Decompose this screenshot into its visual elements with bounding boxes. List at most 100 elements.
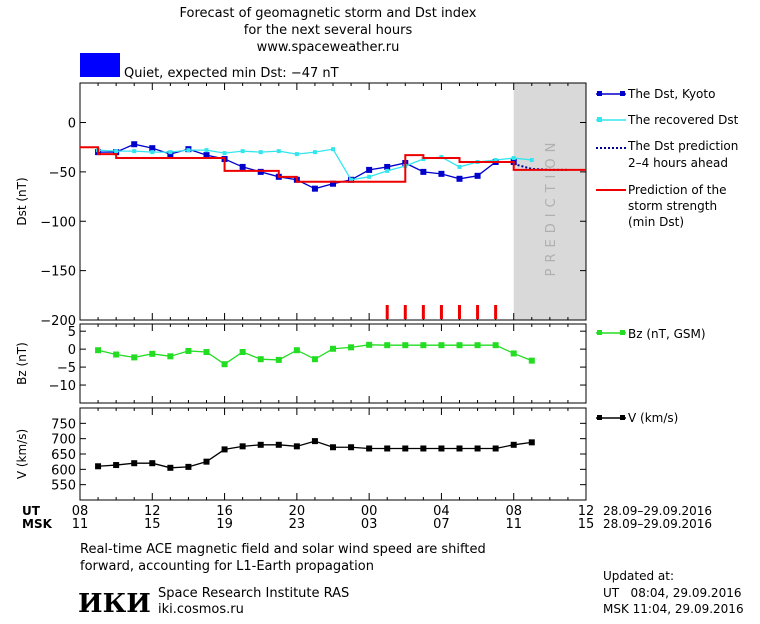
chart-title-line1: Forecast of geomagnetic storm and Dst in…: [179, 6, 476, 21]
data-point: [474, 342, 481, 349]
data-point: [330, 444, 336, 451]
data-point: [275, 356, 282, 363]
y-tick-label: 550: [51, 479, 76, 494]
data-point: [528, 357, 535, 364]
chart-title-line2: for the next several hours: [244, 23, 413, 38]
legend-prediction-label-2: 2–4 hours ahead: [628, 156, 728, 170]
data-point: [420, 168, 427, 175]
data-point: [221, 446, 228, 453]
data-point: [186, 148, 191, 153]
data-point: [114, 149, 119, 154]
x-tick-label-msk: 11: [72, 517, 89, 532]
v-y-axis-label: V (km/s): [15, 429, 29, 479]
data-point: [132, 149, 137, 154]
data-point: [456, 445, 463, 452]
x-ticks-ut: 08 12 16 20 00 04 08 12: [72, 504, 595, 519]
data-point: [203, 458, 210, 465]
data-point: [420, 342, 427, 349]
legend-storm-label-2: storm strength: [628, 199, 717, 213]
data-point: [511, 156, 516, 161]
dst-y-axis-label: Dst (nT): [15, 177, 29, 225]
data-point: [529, 158, 534, 163]
data-point: [276, 149, 281, 154]
data-point: [348, 344, 355, 351]
y-tick-label: −10: [49, 379, 76, 394]
x-tick-label-ut: 12: [578, 504, 595, 519]
data-point: [168, 150, 173, 155]
x-tick-label-msk: 23: [289, 517, 306, 532]
data-point: [185, 347, 192, 354]
bz-y-axis-label: Bz (nT): [15, 342, 29, 385]
data-point: [438, 445, 445, 452]
x-tick-label-msk: 15: [578, 517, 595, 532]
x-tick-label-msk: 07: [433, 517, 450, 532]
legend-bz-label: Bz (nT, GSM): [628, 327, 706, 341]
data-point: [331, 147, 335, 152]
data-point: [149, 460, 156, 467]
y-tick-label: 700: [51, 433, 76, 448]
x-tick-label-msk: 19: [216, 517, 233, 532]
data-point: [366, 166, 373, 173]
x-tick-label-msk: 15: [144, 517, 161, 532]
data-point: [150, 150, 155, 155]
data-point: [275, 441, 282, 448]
data-point: [293, 443, 300, 450]
legend-v-label: V (km/s): [628, 411, 678, 425]
footer-note-line2: forward, accounting for L1-Earth propaga…: [80, 559, 374, 574]
y-tick-label: −100: [40, 215, 76, 230]
data-point: [131, 460, 138, 467]
x-tick-label-msk: 11: [505, 517, 522, 532]
legend-v: V (km/s): [596, 411, 678, 425]
series-line-the-dst-kyoto: [98, 143, 514, 190]
data-point: [113, 351, 120, 358]
data-point: [95, 347, 102, 354]
series-line-prediction-of-the-storm-strength-min-dst-: [80, 146, 586, 183]
iki-logo: ИКИ: [78, 589, 151, 619]
x-tick-label-ut: 08: [72, 504, 89, 519]
y-tick-label: 0: [68, 343, 76, 358]
data-point: [510, 350, 517, 357]
bz-panel-frame: [79, 323, 587, 404]
data-point: [474, 172, 481, 179]
data-point: [95, 463, 102, 470]
x-tick-label-ut: 12: [144, 504, 161, 519]
data-point: [367, 174, 372, 179]
legend-storm-label-1: Prediction of the: [628, 183, 727, 197]
data-point: [185, 463, 192, 470]
legend-prediction-label-1: The Dst prediction: [627, 139, 738, 153]
data-point: [294, 152, 299, 157]
bz-series-layer: [95, 341, 535, 368]
data-point: [293, 347, 300, 354]
data-point: [384, 342, 391, 349]
data-point: [330, 180, 336, 187]
series-line-v-km-s-: [98, 440, 532, 469]
data-point: [420, 445, 427, 452]
chart-title-line3: www.spaceweather.ru: [257, 40, 400, 55]
legend-storm: Prediction of the storm strength (min Ds…: [596, 183, 727, 229]
data-point: [510, 441, 517, 448]
data-point: [257, 356, 264, 363]
v-series-layer: [95, 438, 535, 471]
x-tick-label-ut: 16: [216, 504, 233, 519]
legend-prediction: The Dst prediction 2–4 hours ahead: [596, 139, 738, 170]
legend-bz: Bz (nT, GSM): [596, 327, 706, 341]
data-point: [221, 361, 228, 368]
updated-ut: UT 08:04, 29.09.2016: [603, 586, 741, 600]
data-point: [149, 350, 156, 357]
data-point: [384, 445, 391, 452]
x-tick-label-ut: 08: [505, 504, 522, 519]
data-point: [167, 464, 174, 471]
data-point: [203, 152, 210, 159]
data-point: [240, 149, 245, 154]
x-tick-label-ut: 04: [433, 504, 450, 519]
data-point: [457, 164, 462, 169]
data-point: [385, 168, 390, 173]
updated-label: Updated at:: [603, 569, 674, 583]
data-point: [257, 441, 264, 448]
data-point: [349, 177, 354, 182]
x-ticks-msk: 11 15 19 23 03 07 11 15: [72, 517, 595, 532]
footer-note-line1: Real-time ACE magnetic field and solar w…: [80, 542, 486, 557]
